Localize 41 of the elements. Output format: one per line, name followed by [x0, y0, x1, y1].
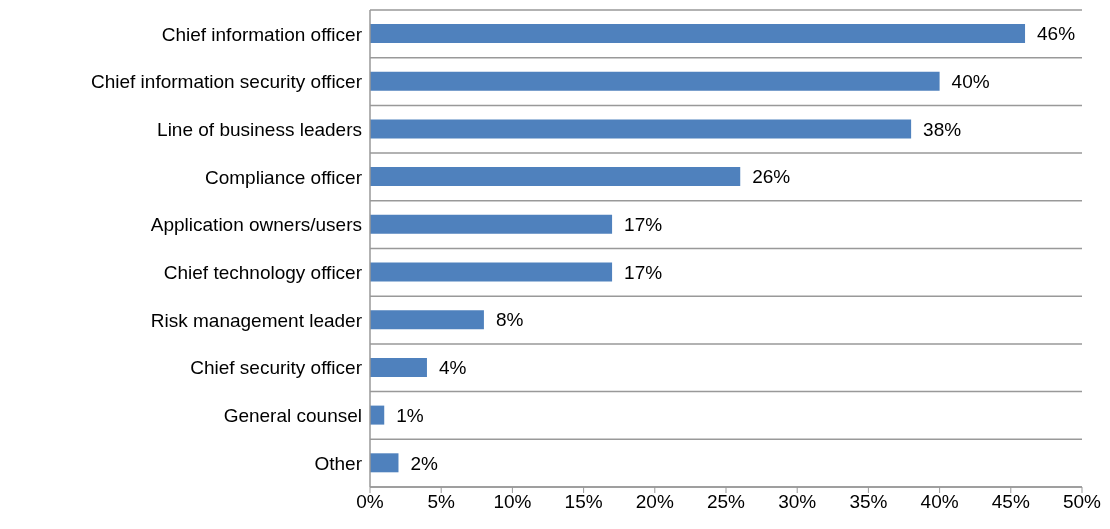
bar — [370, 71, 940, 91]
x-tick-label: 50% — [1062, 491, 1102, 513]
bar — [370, 357, 427, 377]
y-tick-label: Chief information officer — [161, 23, 363, 45]
bar — [370, 310, 484, 330]
x-tick-label: 20% — [635, 491, 674, 513]
data-label: 8% — [495, 309, 524, 331]
bar — [370, 214, 613, 234]
y-tick-label: Other — [314, 452, 363, 474]
x-tick-label: 30% — [778, 491, 817, 513]
data-label: 46% — [1037, 23, 1076, 45]
data-label: 38% — [923, 118, 962, 140]
x-tick-label: 35% — [849, 491, 888, 513]
x-tick-label: 45% — [991, 491, 1030, 513]
y-tick-label: Risk management leader — [150, 309, 363, 331]
y-tick-label: Chief information security officer — [90, 71, 363, 93]
x-tick-label: 15% — [564, 491, 603, 513]
x-tick-label: 10% — [493, 491, 532, 513]
bar — [370, 167, 741, 187]
y-tick-label: Chief technology officer — [163, 262, 363, 284]
data-label: 17% — [624, 261, 663, 283]
x-tick-label: 40% — [920, 491, 959, 513]
data-label: 2% — [410, 452, 439, 474]
x-tick-label: 0% — [356, 491, 384, 513]
data-label: 17% — [624, 214, 663, 236]
y-tick-label: General counsel — [223, 405, 362, 427]
data-label: 26% — [752, 166, 791, 188]
data-label: 40% — [951, 70, 990, 92]
x-tick-label: 5% — [427, 491, 456, 513]
y-tick-label: Chief security officer — [190, 357, 363, 379]
data-label: 4% — [438, 357, 467, 379]
bar — [370, 24, 1026, 43]
bar — [370, 453, 399, 473]
y-tick-label: Application owners/users — [150, 214, 362, 236]
bar — [370, 405, 385, 425]
x-tick-label: 25% — [706, 491, 746, 513]
bar — [370, 119, 912, 139]
y-tick-label: Compliance officer — [204, 166, 363, 188]
bar — [370, 262, 613, 282]
data-label: 1% — [396, 404, 424, 426]
y-tick-label: Line of business leaders — [157, 119, 362, 140]
